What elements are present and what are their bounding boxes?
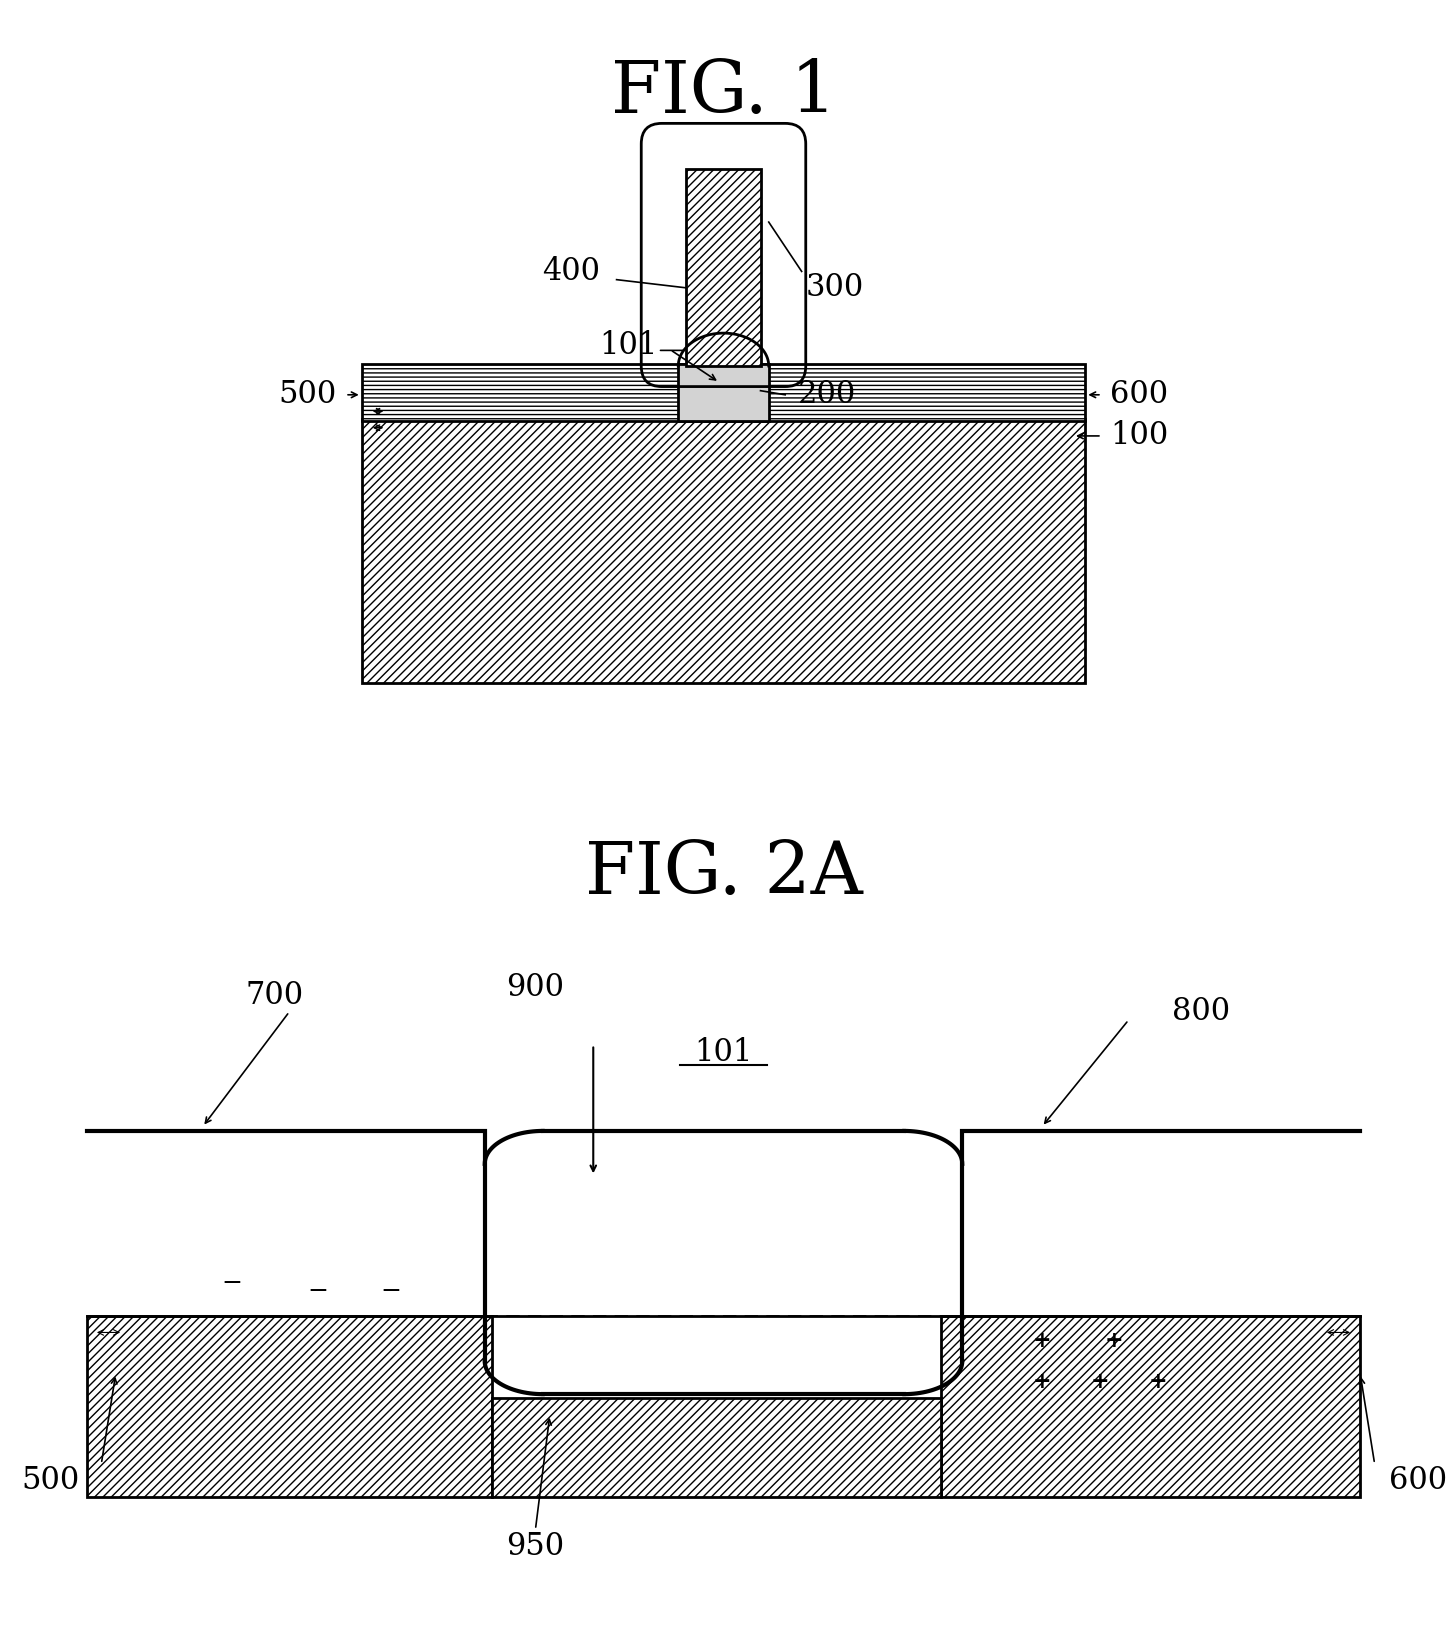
Text: 200: 200 xyxy=(797,380,855,410)
Bar xyxy=(941,1316,1360,1497)
Text: FIG. 1: FIG. 1 xyxy=(611,58,836,128)
Text: −: − xyxy=(308,1280,328,1303)
Text: 101: 101 xyxy=(599,331,658,360)
Text: +: + xyxy=(1091,1370,1108,1393)
Text: +: + xyxy=(1149,1370,1166,1393)
Bar xyxy=(362,419,1085,683)
Bar xyxy=(362,364,1085,421)
Bar xyxy=(87,1316,492,1497)
Text: 500: 500 xyxy=(22,1466,80,1495)
Text: 600: 600 xyxy=(1110,380,1168,410)
Bar xyxy=(679,364,768,421)
Text: +: + xyxy=(1106,1329,1123,1352)
Text: 101: 101 xyxy=(695,1038,752,1068)
Text: 950: 950 xyxy=(506,1531,564,1561)
Text: 600: 600 xyxy=(1389,1466,1447,1495)
Text: +: + xyxy=(1033,1329,1051,1352)
Bar xyxy=(686,168,761,365)
Text: 500: 500 xyxy=(279,380,337,410)
Text: FIG. 2A: FIG. 2A xyxy=(585,839,862,910)
Text: −: − xyxy=(381,1280,401,1303)
Text: 300: 300 xyxy=(806,273,864,303)
Text: −: − xyxy=(221,1272,242,1295)
Text: 400: 400 xyxy=(543,257,601,286)
Text: 800: 800 xyxy=(1172,997,1230,1026)
Text: 700: 700 xyxy=(246,980,304,1010)
Text: 100: 100 xyxy=(1110,421,1168,451)
Bar xyxy=(492,1398,941,1497)
Text: 900: 900 xyxy=(506,972,564,1002)
Text: +: + xyxy=(1033,1370,1051,1393)
